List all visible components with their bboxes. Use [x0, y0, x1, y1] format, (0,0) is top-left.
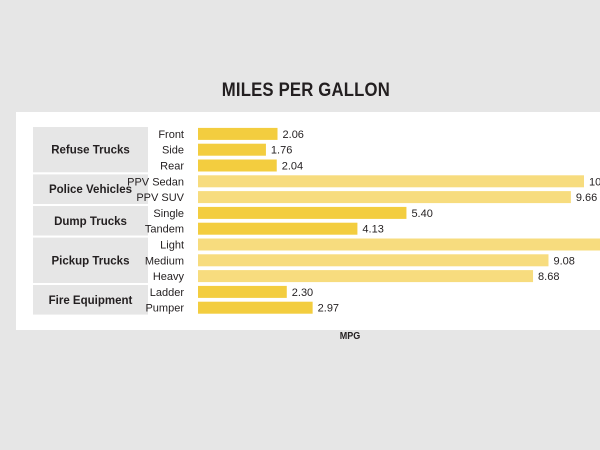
bar: [198, 238, 600, 251]
group-box: [33, 285, 148, 315]
item-label: Rear: [160, 161, 184, 173]
item-label: Heavy: [153, 271, 185, 283]
item-label: Front: [158, 129, 184, 141]
value-label: 10: [589, 176, 600, 188]
item-label: Tandem: [145, 224, 184, 236]
value-label: 4.13: [362, 224, 383, 236]
bar: [198, 285, 287, 298]
value-label: 9.08: [553, 255, 574, 267]
value-label: 2.04: [282, 161, 303, 173]
value-label: 2.97: [318, 303, 339, 315]
bar: [198, 175, 584, 188]
group-label: Fire Equipment: [49, 295, 133, 307]
group-label: Dump Trucks: [54, 216, 127, 228]
value-label: 2.06: [283, 129, 304, 141]
value-label: 9.66: [576, 192, 597, 204]
item-label: Medium: [145, 255, 184, 267]
item-label: Ladder: [150, 287, 185, 299]
value-label: 2.30: [292, 287, 313, 299]
bar: [198, 143, 266, 156]
bar: [198, 301, 313, 314]
item-label: PPV SUV: [136, 192, 184, 204]
bar: [198, 254, 549, 267]
item-label: Pumper: [145, 303, 184, 315]
chart-title: MILES PER GALLON: [221, 80, 390, 101]
group-label: Police Vehicles: [49, 184, 132, 196]
item-label: PPV Sedan: [127, 176, 184, 188]
bar: [198, 159, 277, 172]
bar: [198, 270, 534, 283]
bar: [198, 206, 407, 219]
item-label: Side: [162, 145, 184, 157]
bar: [198, 191, 571, 204]
group-label: Pickup Trucks: [52, 255, 130, 267]
bar: [198, 222, 358, 235]
group-box: [33, 174, 148, 204]
group-box: [33, 206, 148, 236]
group-box: [33, 237, 148, 283]
value-label: 5.40: [411, 208, 432, 220]
group-box: [33, 127, 148, 173]
group-label: Refuse Trucks: [51, 145, 130, 157]
item-label: Light: [160, 240, 184, 252]
value-label: 1.76: [271, 145, 292, 157]
item-label: Single: [153, 208, 184, 220]
value-label: 8.68: [538, 271, 559, 283]
x-axis-label: MPG: [339, 331, 361, 342]
bar: [198, 127, 278, 140]
